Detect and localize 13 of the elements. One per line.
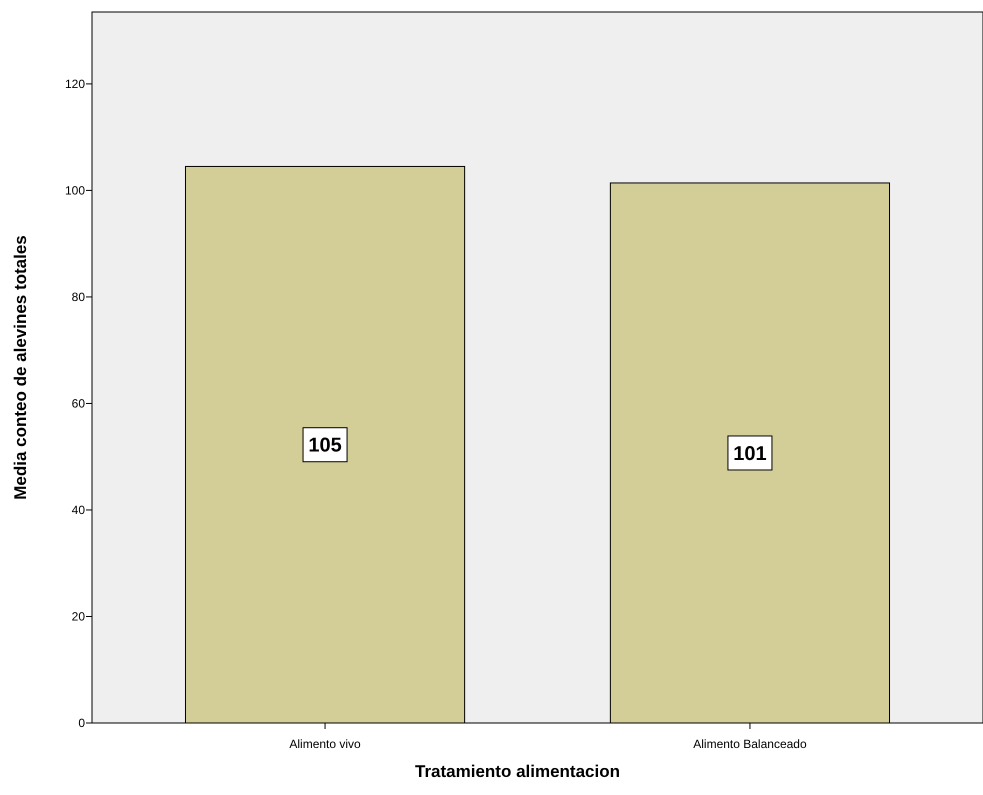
y-tick-label: 60	[72, 396, 86, 411]
x-axis-title: Tratamiento alimentacion	[415, 762, 620, 781]
x-tick-label: Alimento vivo	[289, 737, 362, 751]
data-label: 105	[308, 434, 342, 457]
y-tick-label: 0	[78, 716, 86, 730]
x-tick-label: Alimento Balanceado	[693, 737, 807, 751]
y-tick-label: 20	[72, 610, 86, 624]
y-tick-label: 40	[72, 503, 86, 518]
y-tick-label: 120	[64, 77, 86, 92]
data-label: 101	[733, 442, 767, 465]
y-tick-label: 100	[64, 184, 86, 198]
y-tick-label: 80	[72, 290, 86, 304]
y-axis-title: Media conteo de alevines totales	[11, 235, 30, 500]
